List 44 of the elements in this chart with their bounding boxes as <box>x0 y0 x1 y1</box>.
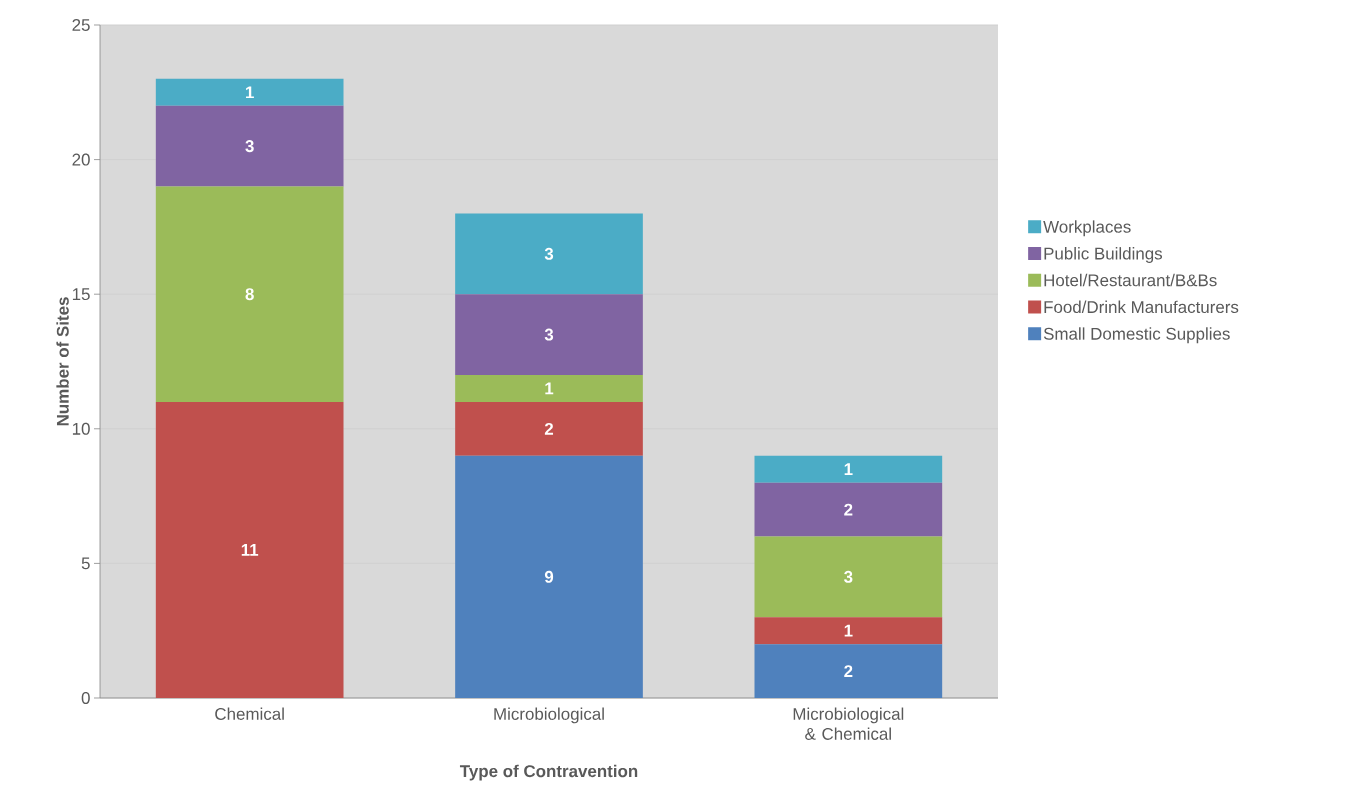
bar <box>455 455 643 698</box>
bar <box>155 401 344 698</box>
bar <box>754 536 943 618</box>
data-label: 2 <box>544 422 554 435</box>
legend-label: Public Buildings <box>1044 247 1163 263</box>
bar <box>754 617 943 645</box>
y-tick-label: 5 <box>81 557 90 570</box>
bar <box>754 455 943 483</box>
legend-label: Small Domestic Supplies <box>1043 327 1230 344</box>
x-tick-label: Microbiological <box>494 707 604 724</box>
data-label: 1 <box>844 463 853 475</box>
data-label: 1 <box>844 624 853 637</box>
y-axis-title: Number of Sites <box>56 297 69 426</box>
legend-label: Hotel/Restaurant/B&Bs <box>1044 273 1217 287</box>
y-tick-label: 15 <box>72 288 90 301</box>
x-tick-label: Microbiological & Chemical <box>793 707 904 740</box>
x-axis-title: Type of Contravention <box>459 764 638 781</box>
bar <box>455 294 643 375</box>
data-label: 3 <box>844 570 853 583</box>
bar <box>455 213 643 295</box>
bar <box>155 186 344 402</box>
bar <box>754 644 943 698</box>
legend-label: Workplaces <box>1043 220 1131 237</box>
bar <box>155 78 344 106</box>
data-label: 3 <box>544 247 554 260</box>
bar <box>455 374 643 402</box>
data-label: 8 <box>245 288 254 301</box>
y-tick-label: 20 <box>72 153 90 166</box>
data-label: 1 <box>246 86 254 99</box>
data-label: 2 <box>844 503 853 516</box>
legend-label: Food/Drink Manufacturers <box>1044 300 1239 314</box>
data-label: 3 <box>245 140 254 153</box>
x-tick-label: Chemical <box>215 707 284 720</box>
y-tick-label: 0 <box>81 692 90 704</box>
data-label: 11 <box>241 544 259 556</box>
data-label: 1 <box>545 382 554 395</box>
bar <box>754 482 943 537</box>
data-label: 2 <box>844 665 853 677</box>
bar <box>455 401 643 456</box>
y-tick-label: 10 <box>72 422 90 435</box>
data-label: 3 <box>544 328 554 341</box>
data-label: 9 <box>544 570 554 583</box>
bar <box>155 105 344 187</box>
y-tick-label: 25 <box>72 19 90 31</box>
